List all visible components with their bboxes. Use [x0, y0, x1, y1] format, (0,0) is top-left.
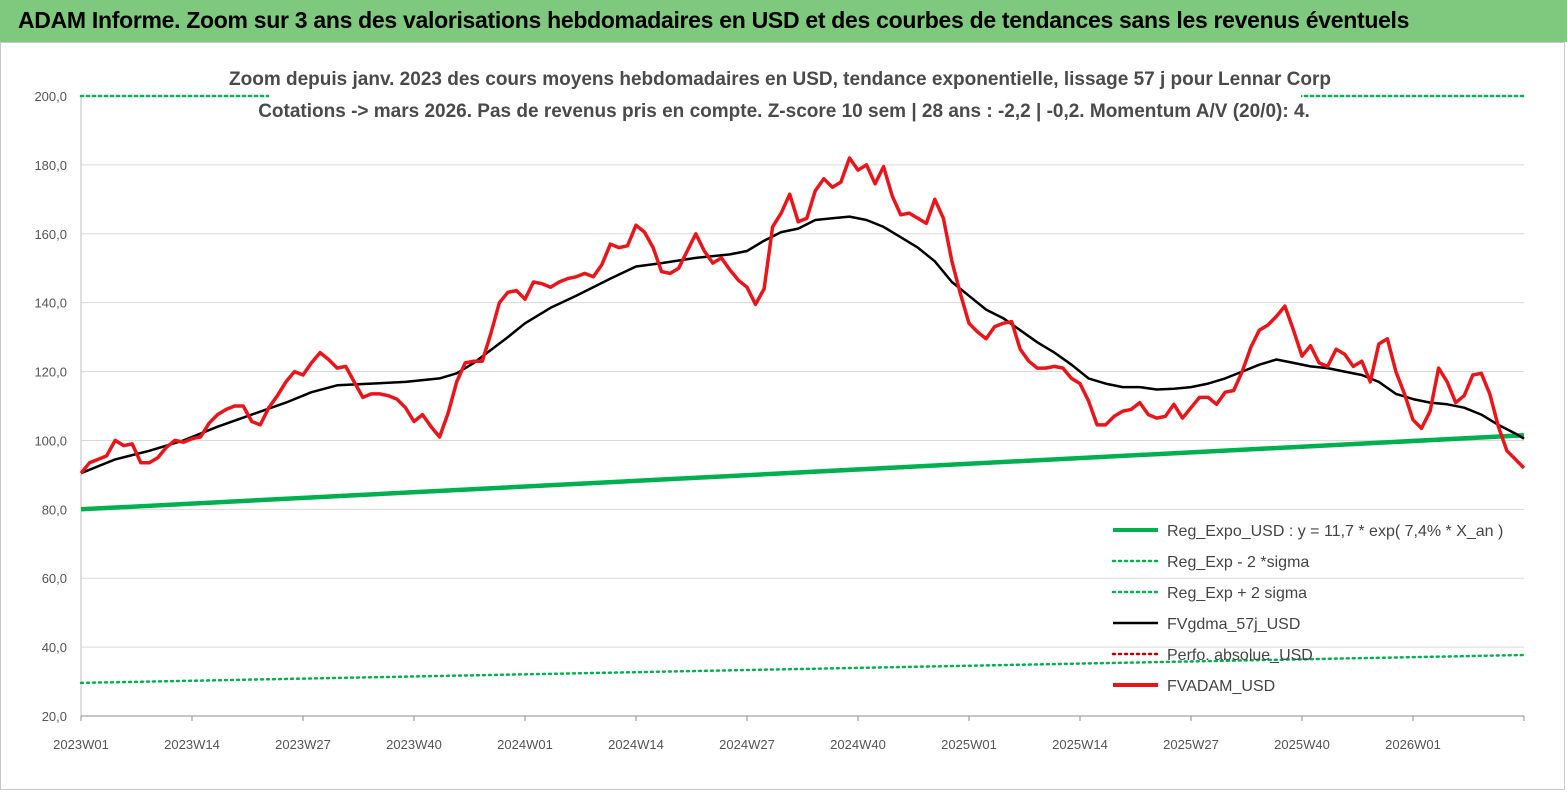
series-layer — [79, 94, 1526, 685]
y-tick-label: 40,0 — [42, 640, 67, 655]
x-tick-label: 2023W40 — [386, 737, 442, 752]
legend-label: Reg_Expo_USD : y = 11,7 * exp( 7,4% * X_… — [1167, 523, 1503, 540]
x-tick-label: 2024W01 — [497, 737, 553, 752]
series-reg-expo-usd-0 — [80, 433, 1525, 512]
x-tick-label: 2024W27 — [719, 737, 775, 752]
y-tick-label: 20,0 — [42, 709, 67, 724]
series-fvadam-usd-5 — [79, 156, 1526, 475]
y-tick-label: 160,0 — [34, 227, 67, 242]
y-tick-label: 140,0 — [34, 296, 67, 311]
series-reg-exp-1 — [79, 653, 1526, 685]
y-tick-label: 100,0 — [34, 433, 67, 448]
legend-label: Reg_Exp - 2 *sigma — [1167, 554, 1309, 571]
chart-subtitle: Cotations -> mars 2026. Pas de revenus p… — [258, 101, 1310, 122]
x-tick-label: 2025W01 — [941, 737, 997, 752]
y-tick-label: 80,0 — [42, 502, 67, 517]
legend-label: Perfo. absolue_USD — [1167, 647, 1313, 664]
y-tick-label: 180,0 — [34, 158, 67, 173]
x-tick-label: 2026W01 — [1385, 737, 1441, 752]
x-tick-label: 2025W14 — [1052, 737, 1108, 752]
x-tick-label: 2023W14 — [164, 737, 220, 752]
x-tick-label: 2025W27 — [1163, 737, 1219, 752]
banner: ADAM Informe. Zoom sur 3 ans des valoris… — [0, 0, 1567, 42]
series-fvgdma-57j-usd-3 — [80, 215, 1525, 475]
title-background — [269, 57, 1301, 129]
x-tick-label: 2023W01 — [53, 737, 109, 752]
x-tick-label: 2024W14 — [608, 737, 664, 752]
legend-label: FVADAM_USD — [1167, 678, 1275, 695]
chart-frame: 20,0 40,0 60,0 80,0 100,0 120,0 140,0 160,0 180,… — [0, 42, 1565, 790]
y-axis-ticks: 20,0 40,0 60,0 80,0 100,0 120,0 140,0 160,0 180,… — [34, 89, 67, 724]
x-tick-label: 2023W27 — [275, 737, 331, 752]
legend-label: Reg_Exp + 2 sigma — [1167, 585, 1307, 602]
x-axis-ticks: 2023W01 2023W14 2023W27 2023W40 2024W01 2024W… — [53, 716, 1525, 752]
y-tick-label: 60,0 — [42, 571, 67, 586]
legend-label: FVgdma_57j_USD — [1167, 616, 1300, 633]
x-tick-label: 2025W40 — [1274, 737, 1330, 752]
plot-background — [1, 43, 1564, 789]
y-tick-label: 200,0 — [34, 89, 67, 104]
chart-title: Zoom depuis janv. 2023 des cours moyens … — [229, 69, 1331, 90]
chart: 20,0 40,0 60,0 80,0 100,0 120,0 140,0 160,0 180,… — [1, 43, 1564, 789]
banner-title: ADAM Informe. Zoom sur 3 ans des valoris… — [18, 7, 1410, 33]
x-tick-label: 2024W40 — [830, 737, 886, 752]
legend: Reg_Expo_USD : y = 11,7 * exp( 7,4% * X_… — [1111, 523, 1503, 695]
y-tick-label: 120,0 — [34, 365, 67, 380]
